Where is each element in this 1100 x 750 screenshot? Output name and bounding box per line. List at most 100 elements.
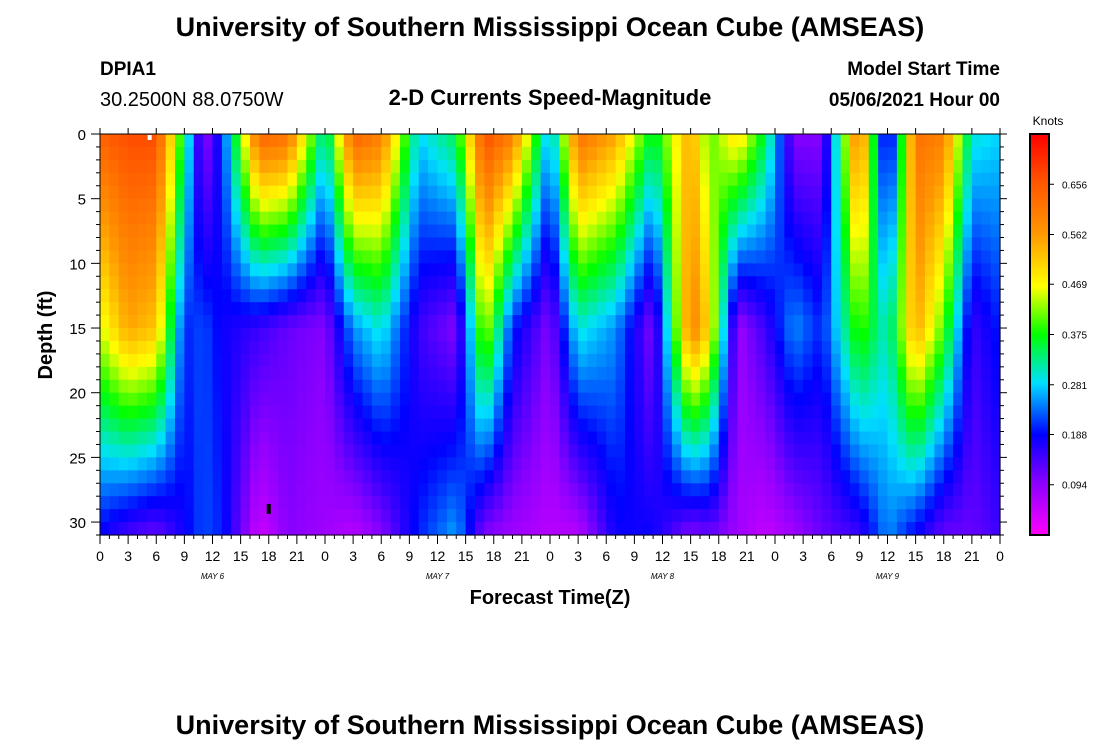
heatmap-cell — [981, 444, 992, 458]
heatmap-cell — [109, 392, 120, 407]
heatmap-cell — [990, 431, 1001, 446]
heatmap-cell — [278, 134, 289, 148]
heatmap-cell — [568, 366, 579, 381]
heatmap-cell — [531, 146, 542, 161]
heatmap-cell — [128, 289, 139, 303]
heatmap-cell — [850, 366, 860, 381]
heatmap-cell — [100, 392, 110, 407]
heatmap-cell — [934, 328, 945, 342]
heatmap-cell — [559, 340, 570, 355]
heatmap-cell — [100, 289, 110, 303]
heatmap-cell — [184, 159, 195, 174]
heatmap-cell — [456, 315, 467, 329]
heatmap-cell — [250, 263, 260, 277]
heatmap-cell — [531, 224, 542, 239]
heatmap-cell — [503, 146, 514, 161]
heatmap-cell — [812, 509, 823, 523]
heatmap-cell — [793, 340, 804, 355]
heatmap-cell — [859, 522, 870, 536]
heatmap-cell — [887, 457, 898, 471]
heatmap-cell — [765, 392, 776, 407]
x-tick-label: 18 — [936, 548, 952, 564]
heatmap-cell — [962, 353, 973, 368]
heatmap-cell — [606, 276, 617, 290]
heatmap-cell — [821, 315, 832, 329]
heatmap-cell — [971, 315, 982, 329]
heatmap-cell — [362, 366, 373, 381]
heatmap-cell — [128, 172, 139, 187]
heatmap-cell — [456, 392, 467, 407]
heatmap-cell — [859, 289, 870, 303]
heatmap-cell — [625, 340, 635, 355]
heatmap-cell — [821, 224, 832, 239]
heatmap-cell — [990, 418, 1001, 433]
heatmap-cell — [831, 496, 842, 510]
heatmap-cell — [193, 134, 204, 148]
heatmap-cell — [775, 457, 785, 471]
heatmap-cell — [746, 276, 757, 290]
heatmap-cell — [700, 289, 710, 303]
heatmap-cell — [962, 379, 973, 394]
heatmap-cell — [550, 509, 560, 523]
x-tick-label: 6 — [377, 548, 385, 564]
heatmap-cell — [475, 379, 485, 394]
heatmap-cell — [296, 250, 307, 264]
heatmap-cell — [981, 431, 992, 446]
heatmap-cell — [653, 250, 664, 264]
heatmap-cell — [784, 366, 795, 381]
heatmap-cell — [681, 328, 692, 342]
heatmap-cell — [175, 263, 185, 277]
heatmap-cell — [343, 444, 354, 458]
heatmap-cell — [128, 379, 139, 394]
heatmap-cell — [943, 172, 954, 187]
heatmap-cell — [428, 483, 439, 497]
heatmap-cell — [343, 250, 354, 264]
heatmap-cell — [221, 431, 232, 446]
heatmap-cell — [840, 340, 851, 355]
heatmap-cell — [728, 496, 739, 510]
heatmap-cell — [596, 496, 607, 510]
x-tick-label: 0 — [996, 548, 1004, 564]
heatmap-cell — [484, 224, 495, 239]
heatmap-cell — [175, 328, 185, 342]
heatmap-cell — [315, 224, 326, 239]
heatmap-cell — [446, 483, 457, 497]
heatmap-cell — [428, 237, 439, 252]
heatmap-cell — [728, 185, 739, 200]
heatmap-cell — [784, 405, 795, 420]
heatmap-cell — [746, 134, 757, 148]
heatmap-cell — [934, 483, 945, 497]
heatmap-cell — [953, 134, 964, 148]
heatmap-cell — [793, 496, 804, 510]
heatmap-cell — [240, 431, 251, 446]
heatmap-cell — [381, 328, 392, 342]
heatmap-cell — [109, 198, 120, 213]
heatmap-cell — [934, 496, 945, 510]
heatmap-cell — [437, 483, 448, 497]
heatmap-cell — [625, 444, 635, 458]
heatmap-cell — [915, 431, 926, 446]
heatmap-cell — [775, 353, 785, 368]
heatmap-cell — [896, 315, 907, 329]
heatmap-cell — [390, 134, 401, 148]
heatmap-cell — [221, 509, 232, 523]
heatmap-cell — [418, 457, 429, 471]
heatmap-cell — [315, 496, 326, 510]
heatmap-cell — [212, 431, 223, 446]
heatmap-cell — [250, 405, 260, 420]
heatmap-cell — [240, 250, 251, 264]
heatmap-cell — [278, 237, 289, 252]
heatmap-cell — [615, 237, 626, 252]
heatmap-cell — [990, 302, 1001, 316]
heatmap-cell — [409, 366, 420, 381]
heatmap-cell — [550, 224, 560, 239]
heatmap-cell — [962, 198, 973, 213]
heatmap-cell — [625, 392, 635, 407]
heatmap-cell — [934, 263, 945, 277]
heatmap-cell — [559, 444, 570, 458]
heatmap-cell — [400, 405, 410, 420]
heatmap-cell — [475, 224, 485, 239]
heatmap-cell — [821, 418, 832, 433]
heatmap-cell — [596, 146, 607, 161]
heatmap-cell — [990, 289, 1001, 303]
